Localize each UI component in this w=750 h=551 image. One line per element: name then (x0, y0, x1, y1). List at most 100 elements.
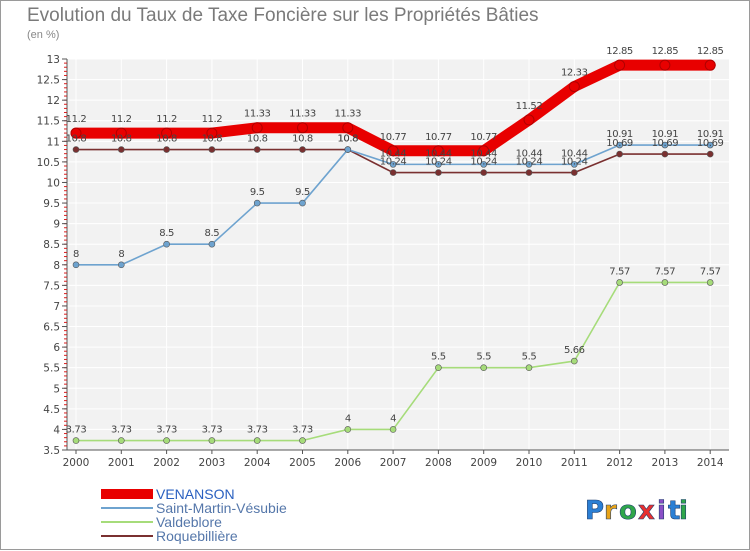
series-roquebilliere (72, 146, 714, 176)
data-point (208, 146, 216, 153)
data-label: 10.77 (380, 132, 407, 143)
data-point (251, 122, 263, 134)
data-point (435, 169, 442, 176)
data-point (342, 122, 354, 134)
data-point (118, 146, 125, 153)
data-label: 10.91 (697, 129, 724, 140)
data-point (299, 199, 306, 207)
data-label: 11.2 (111, 114, 132, 125)
data-label: 3.73 (156, 425, 177, 436)
data-label: 8.5 (205, 228, 220, 239)
y-tick-label: 10.5 (37, 157, 60, 169)
data-label: 11.2 (156, 114, 177, 125)
data-label: 8.5 (159, 228, 174, 239)
data-point (704, 59, 716, 71)
data-point (163, 146, 170, 153)
data-point (344, 426, 352, 433)
data-point (118, 261, 125, 269)
data-point (616, 141, 623, 149)
data-label: 10.91 (652, 129, 679, 140)
y-tick-label: 6 (53, 342, 60, 354)
y-tick-label: 12.5 (37, 75, 60, 87)
data-point (163, 437, 170, 444)
data-point (525, 161, 533, 168)
data-point (614, 59, 626, 71)
y-tick-label: 13 (47, 54, 60, 66)
data-label: 3.73 (111, 425, 132, 436)
x-tick-label: 2007 (380, 457, 407, 469)
y-tick-label: 5.5 (43, 363, 60, 375)
data-point (253, 437, 261, 444)
x-tick-label: 2008 (425, 457, 452, 469)
data-point (118, 437, 125, 444)
data-label: 10.8 (202, 134, 223, 145)
y-tick-label: 12 (47, 95, 60, 107)
data-label: 9.5 (250, 187, 265, 198)
y-tick-label: 9.5 (43, 198, 60, 210)
data-label: 10.8 (156, 134, 177, 145)
grid-lines (67, 58, 729, 451)
data-point (480, 161, 488, 168)
data-label: 12.85 (652, 46, 679, 57)
legend-label: VENANSON (156, 486, 235, 502)
legend-item: Saint-Martin-Vésubie (101, 500, 287, 516)
data-label: 4 (390, 413, 396, 424)
data-point (525, 364, 533, 371)
data-label: 10.69 (606, 138, 633, 149)
data-label: 9.5 (295, 187, 310, 198)
data-point (297, 122, 308, 134)
data-point (389, 426, 397, 433)
data-label: 10.44 (380, 148, 407, 159)
legend-label: Saint-Martin-Vésubie (156, 500, 287, 516)
data-point (253, 146, 261, 153)
x-tick-label: 2001 (108, 457, 135, 469)
data-point (206, 127, 218, 139)
data-point (616, 150, 623, 158)
y-tick-label: 8.5 (43, 239, 60, 251)
data-point (616, 279, 623, 286)
data-label: 12.85 (697, 46, 724, 57)
x-tick-label: 2013 (652, 457, 679, 469)
data-point (706, 141, 714, 149)
x-tick-label: 2010 (516, 457, 543, 469)
data-label: 3.73 (202, 425, 223, 436)
data-point (570, 161, 578, 168)
logo-letter: i (657, 496, 666, 526)
series-saint-martin-vesubie (72, 141, 714, 269)
data-point (208, 437, 216, 444)
data-point (389, 169, 397, 176)
data-point (706, 150, 714, 158)
data-label: 5.5 (476, 352, 491, 363)
data-label: 11.33 (289, 109, 316, 120)
data-label: 10.77 (470, 132, 497, 143)
y-tick-label: 3.5 (43, 445, 60, 457)
data-point (70, 127, 82, 139)
data-label: 5.5 (522, 352, 537, 363)
data-label: 8 (118, 249, 124, 260)
data-point (163, 240, 170, 248)
data-label: 7.57 (655, 266, 676, 277)
y-tick-label: 6.5 (43, 322, 60, 334)
chart-title: Evolution du Taux de Taxe Foncière sur l… (27, 5, 539, 26)
data-label: 10.8 (111, 134, 132, 145)
x-tick-label: 2005 (289, 457, 316, 469)
data-labels-0: 11.2 11.2 11.2 11.2 11.33 11.33 11.33 10.77 10.7… (66, 46, 724, 143)
data-point (525, 169, 533, 176)
data-labels-3: 10.8 10.8 10.8 10.8 10.8 10.8 10.810.24 10.24 10… (66, 134, 724, 168)
legend-item: Valdeblore (101, 514, 222, 530)
data-label: 11.2 (202, 114, 223, 125)
y-tick-label: 7 (53, 301, 60, 313)
data-point (389, 161, 397, 168)
data-labels-2: 3.73 3.73 3.73 3.73 3.73 3.73 4 4 5.5 5.5 5.5 5.66 7… (66, 266, 721, 435)
x-tick-label: 2002 (153, 457, 180, 469)
x-tick-label: 2011 (561, 457, 588, 469)
data-point (523, 114, 535, 126)
data-label: 4 (345, 413, 351, 424)
data-label: 12.85 (606, 46, 633, 57)
data-label: 10.69 (652, 138, 679, 149)
legend-item: Roquebillière (101, 528, 238, 544)
data-label: 10.44 (425, 148, 452, 159)
plot-area (67, 59, 729, 450)
